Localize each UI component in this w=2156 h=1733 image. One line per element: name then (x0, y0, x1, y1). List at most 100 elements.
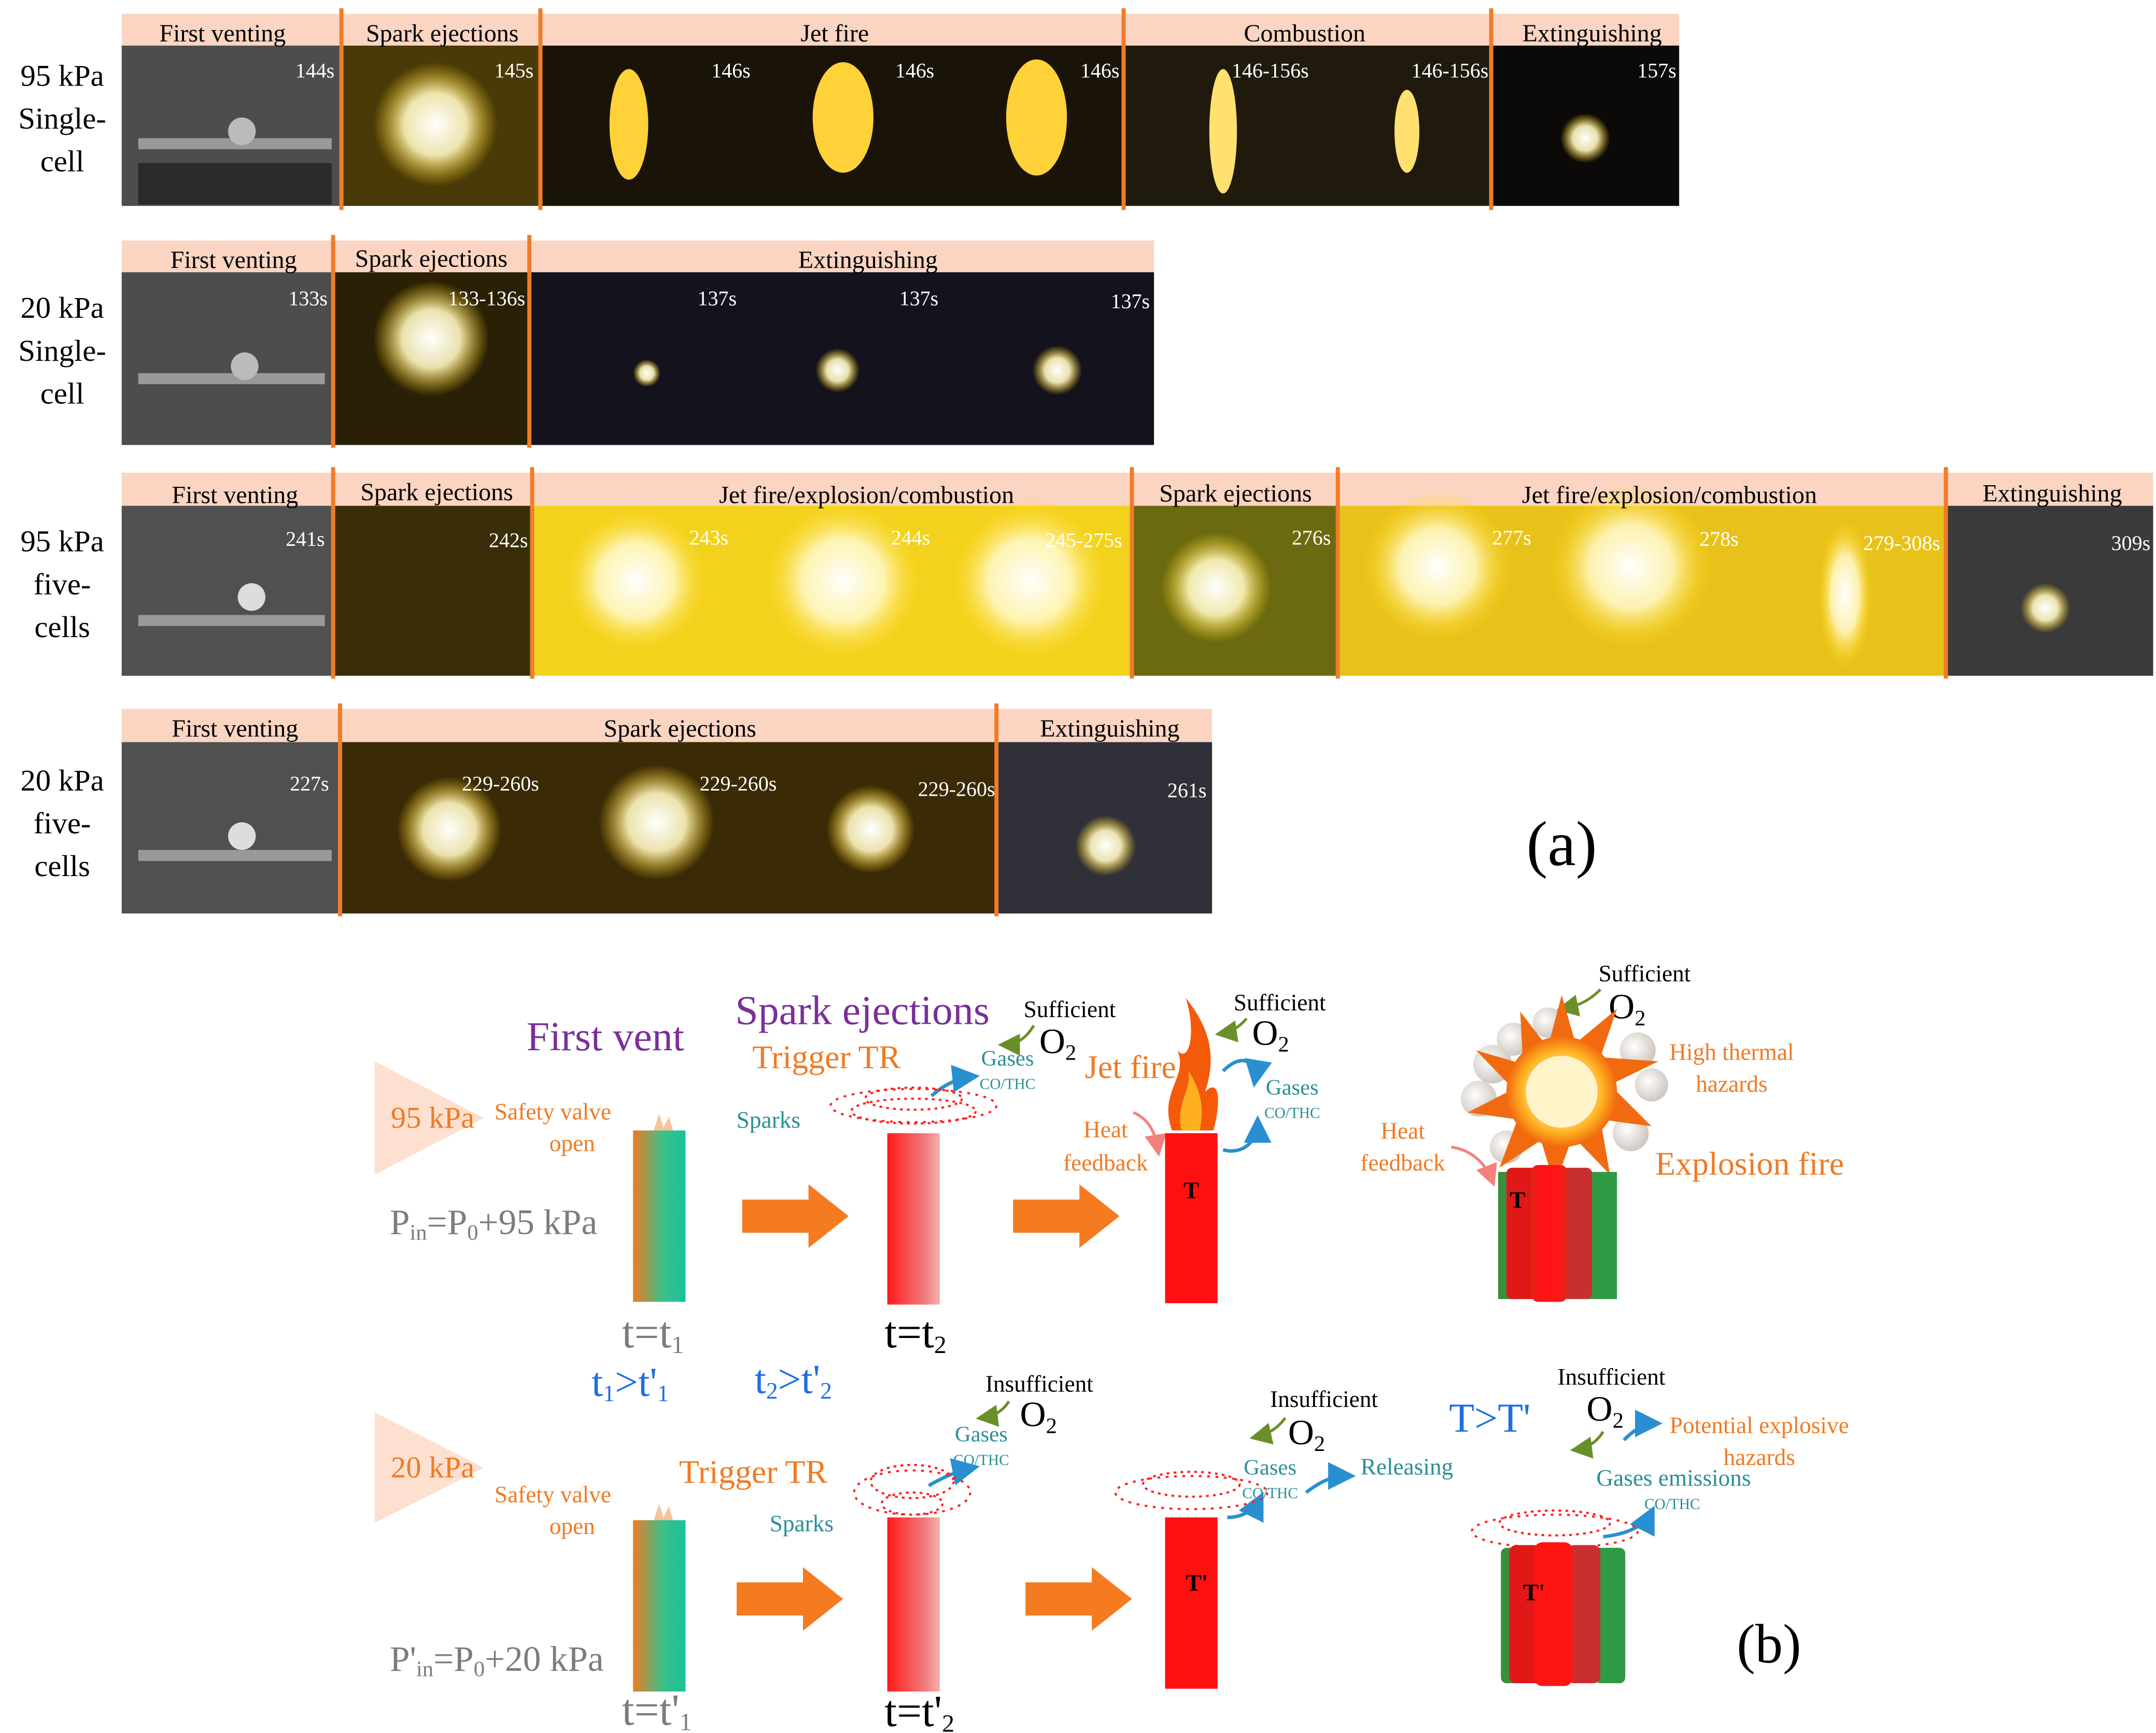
fireball-glow (1547, 484, 1714, 650)
co-thc-label: CO/THC (1242, 1485, 1298, 1502)
time-stamp: 145s (495, 59, 534, 82)
time-stamp: 244s (891, 526, 931, 549)
temperature-T: T (1510, 1187, 1525, 1213)
condition-pressure: 95 kPa (20, 59, 104, 92)
time-stamp: 229-260s (700, 772, 777, 795)
valve-burst (654, 1503, 673, 1520)
gases-label: Gases (981, 1046, 1034, 1070)
gas-arrow (1623, 1410, 1663, 1442)
flame (1817, 518, 1873, 670)
o2-label: O2 (1252, 1012, 1289, 1056)
stage-band (121, 13, 1680, 46)
stage-label: Jet fire (800, 20, 869, 47)
o2-arrow (1215, 1017, 1248, 1042)
temperature-T-prime: T' (1186, 1570, 1208, 1596)
flame (812, 62, 873, 173)
time-stamp: 277s (1492, 526, 1531, 549)
o2-arrow (1556, 988, 1602, 1017)
condition-cell-2: cell (40, 376, 84, 410)
time-stamp: 229-260s (918, 778, 995, 801)
photo-cell (228, 117, 256, 145)
ember-glow (1075, 815, 1136, 877)
potential-hazard-label: Potential explosive (1670, 1413, 1849, 1439)
high-thermal-label: High thermal (1669, 1039, 1794, 1065)
high-thermal-label: hazards (1696, 1071, 1767, 1097)
gases-label: Gases (1244, 1455, 1297, 1480)
photo-cell (231, 352, 259, 381)
pressure-triangle-20 (374, 1412, 484, 1523)
releasing-label: Releasing (1361, 1454, 1454, 1480)
time-stamp: 278s (1699, 527, 1739, 551)
stage-label: Extinguishing (798, 246, 938, 274)
stage-label: First venting (159, 20, 286, 47)
photo-combustion-strip (1125, 45, 1490, 206)
photo-shelf (138, 850, 332, 861)
photo-first-venting (121, 272, 332, 445)
time-stamp: 137s (1111, 289, 1150, 313)
arrow-right (737, 1567, 843, 1631)
condition-cell-2: cell (40, 145, 84, 178)
photo-floor (138, 163, 332, 205)
safety-valve-label: open (549, 1131, 595, 1157)
photo-cell (228, 822, 256, 850)
ember-glow (815, 348, 860, 393)
cell-jetfire (1165, 1133, 1218, 1303)
stage-label: Spark ejections (355, 245, 508, 273)
time-stamp: 309s (2111, 531, 2151, 555)
o2-label: O2 (1587, 1389, 1624, 1433)
photo-glow (397, 777, 502, 882)
explosion-cloud (1460, 995, 1668, 1186)
heat-feedback-label: feedback (1360, 1150, 1445, 1176)
time-t1-prime: t=t'1 (622, 1686, 692, 1733)
heat-feedback-label: Heat (1083, 1117, 1128, 1143)
o2-arrow (1570, 1431, 1604, 1459)
time-stamp: 276s (1292, 526, 1331, 549)
photo-glow (1161, 532, 1272, 643)
valve-burst (654, 1114, 673, 1131)
condition-cell-1: Single- (18, 102, 106, 135)
photo-cell (237, 583, 265, 611)
cell-spark-95 (887, 1133, 940, 1305)
stage-label: First venting (172, 481, 298, 509)
ember-glow (1032, 345, 1082, 396)
gases-label: Gases (1266, 1075, 1319, 1100)
cell-spark-20 (887, 1517, 940, 1692)
heat-feedback-label: feedback (1063, 1150, 1148, 1176)
stage-label: Spark ejections (366, 20, 518, 47)
time-stamp: 245-275s (1045, 529, 1122, 552)
oxygen-insufficient: Insufficient (985, 1371, 1093, 1397)
photo-first-venting (121, 742, 339, 914)
time-t2: t=t2 (884, 1308, 946, 1359)
stage-label: Spark ejections (360, 478, 513, 506)
photo-glow (826, 785, 915, 873)
gas-arrow (927, 1458, 980, 1487)
time-stamp: 144s (295, 59, 335, 82)
spark-cloud (829, 1087, 998, 1125)
jet-fire-label: Jet fire (1085, 1048, 1176, 1085)
pin-20: P'in=P0+20 kPa (390, 1639, 604, 1682)
time-stamp: 146s (895, 59, 935, 82)
co-thc-label: CO/THC (1264, 1105, 1320, 1122)
cell-venting-95 (633, 1130, 686, 1302)
time-stamp: 137s (899, 287, 939, 310)
panel-label-b: (b) (1737, 1614, 1801, 1675)
fireball-glow (947, 497, 1113, 664)
o2-label: O2 (1609, 987, 1645, 1031)
condition-cell-1: five- (34, 807, 91, 840)
trigger-tr-label: Trigger TR (679, 1453, 827, 1490)
trigger-tr-label: Trigger TR (752, 1039, 900, 1076)
time-stamp: 227s (290, 772, 329, 795)
photo-shelf (138, 138, 332, 149)
condition-pressure: 95 kPa (20, 525, 104, 558)
fireball-glow (1361, 490, 1514, 643)
photo-shelf (138, 373, 325, 385)
sparks-label: Sparks (770, 1511, 834, 1537)
pressure-95kpa: 95 kPa (391, 1101, 474, 1134)
time-stamp: 146s (1080, 59, 1120, 82)
photo-glow (598, 764, 715, 881)
flame (609, 69, 649, 180)
heading-first-vent: First vent (527, 1014, 684, 1060)
o2-label: O2 (1020, 1394, 1057, 1438)
stage-label: Spark ejections (604, 715, 756, 742)
fireball-glow (559, 504, 712, 657)
